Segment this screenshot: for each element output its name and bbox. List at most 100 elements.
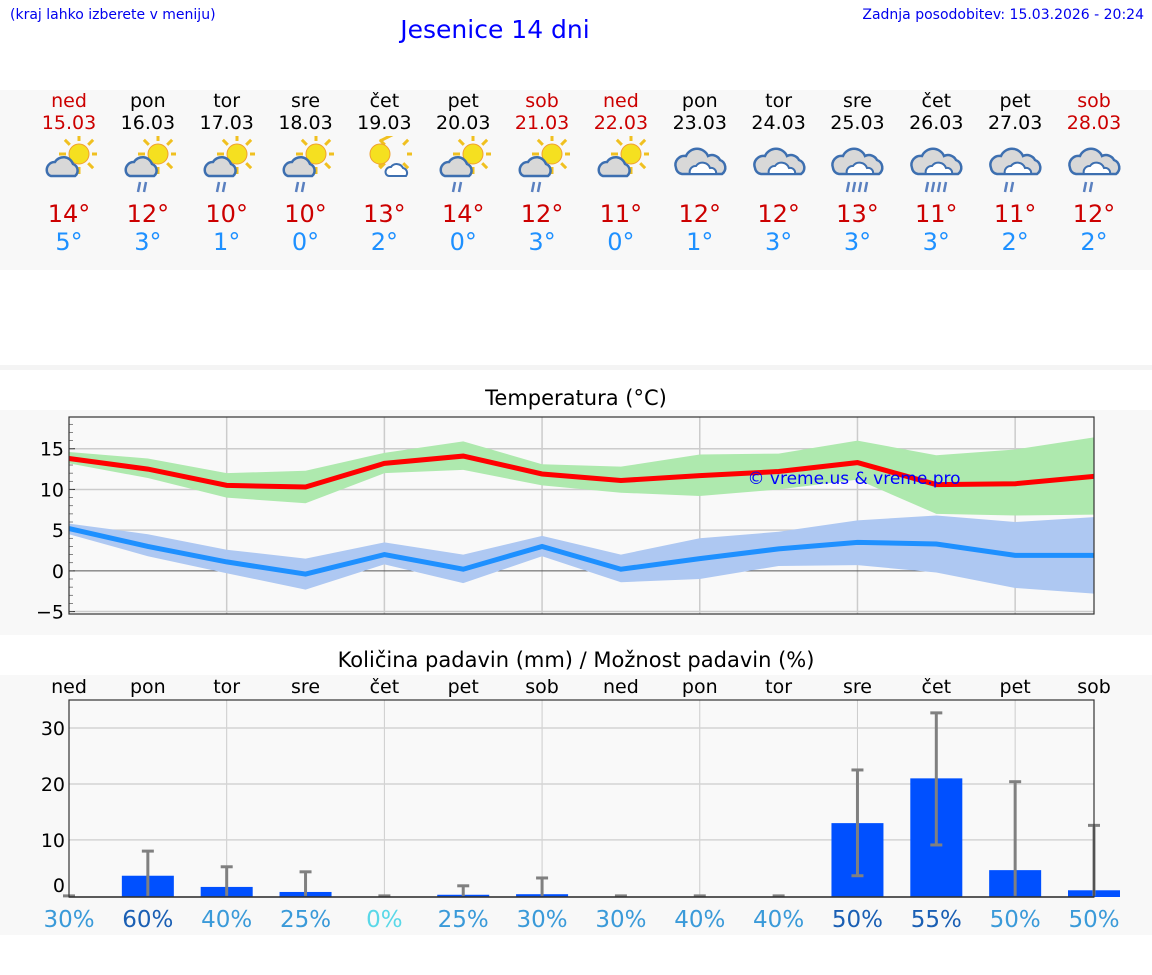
min-temp: 0° bbox=[607, 228, 635, 256]
min-temp-range-band bbox=[69, 515, 1094, 594]
max-temp: 11° bbox=[599, 200, 643, 228]
cloudy-icon bbox=[661, 134, 739, 196]
max-temp: 10° bbox=[284, 200, 327, 228]
max-temp: 11° bbox=[915, 200, 958, 228]
min-temp: 0° bbox=[291, 228, 320, 256]
forecast-day: ned 15.03 14° 5° bbox=[30, 90, 108, 256]
day-label: ned bbox=[51, 676, 87, 698]
day-label: sre bbox=[291, 676, 320, 698]
plot-frame bbox=[68, 416, 1095, 615]
min-temp: 0° bbox=[449, 228, 477, 256]
precipitation-probability: 50% bbox=[832, 907, 883, 933]
precipitation-probability: 0% bbox=[366, 907, 403, 933]
min-temp: 1° bbox=[686, 228, 714, 256]
day-name: sre bbox=[842, 90, 872, 112]
precipitation-probability: 55% bbox=[911, 907, 962, 933]
day-label: sob bbox=[525, 676, 559, 698]
precipitation-probability: 40% bbox=[201, 907, 252, 933]
day-label: pon bbox=[682, 676, 718, 698]
max-temp: 12° bbox=[126, 200, 170, 228]
y-tick-label: 30 bbox=[41, 718, 65, 740]
min-temp: 3° bbox=[843, 228, 872, 256]
forecast-day: pon 16.03 12° 3° bbox=[109, 90, 187, 256]
mostly-sunny-icon bbox=[345, 134, 423, 196]
daily-forecast: ned 15.03 14° 5° pon 16.03 12° 3° tor 17.0… bbox=[0, 90, 1152, 270]
day-name: tor bbox=[213, 90, 241, 112]
plot-area bbox=[69, 417, 1094, 614]
day-date: 22.03 bbox=[593, 112, 649, 134]
day-date: 23.03 bbox=[672, 112, 727, 134]
partly-cloudy-rain-icon bbox=[188, 134, 266, 196]
y-tick-label: 0 bbox=[52, 561, 64, 583]
day-date: 28.03 bbox=[1066, 112, 1122, 134]
max-temp: 13° bbox=[836, 200, 879, 228]
y-tick-label: −5 bbox=[36, 602, 64, 624]
y-tick-label: 10 bbox=[41, 830, 65, 852]
heavy-rain-icon bbox=[818, 134, 896, 196]
day-label: pet bbox=[1000, 676, 1031, 698]
min-temp: 3° bbox=[134, 228, 162, 256]
precipitation-probability: 40% bbox=[674, 907, 725, 933]
day-name: sob bbox=[525, 90, 559, 112]
max-temp: 12° bbox=[757, 200, 800, 228]
rain-icon bbox=[976, 134, 1054, 196]
location-hint: (kraj lahko izberete v meniju) bbox=[10, 7, 216, 23]
forecast-day: čet 19.03 13° 2° bbox=[345, 90, 423, 256]
day-date: 25.03 bbox=[830, 112, 885, 134]
forecast-day: pet 20.03 14° 0° bbox=[424, 90, 502, 256]
day-name: čet bbox=[921, 90, 952, 112]
precipitation-probability: 40% bbox=[753, 907, 804, 933]
day-date: 18.03 bbox=[278, 112, 333, 134]
forecast-day: tor 17.03 10° 1° bbox=[188, 90, 266, 256]
y-tick-label: 5 bbox=[52, 520, 64, 542]
y-tick-label: 0 bbox=[53, 875, 65, 897]
max-temp: 11° bbox=[993, 200, 1037, 228]
forecast-day: pet 27.03 11° 2° bbox=[976, 90, 1054, 256]
precipitation-probability: 50% bbox=[990, 907, 1041, 933]
partly-cloudy-rain-icon bbox=[267, 134, 345, 196]
max-temp: 12° bbox=[1072, 200, 1116, 228]
page-title: Jesenice 14 dni bbox=[400, 15, 590, 44]
min-temp: 2° bbox=[370, 228, 399, 256]
min-temp: 3° bbox=[528, 228, 556, 256]
precipitation-probability: 30% bbox=[43, 907, 94, 933]
max-temp: 14° bbox=[47, 200, 91, 228]
forecast-day: sre 25.03 13° 3° bbox=[818, 90, 896, 256]
min-temp: 5° bbox=[55, 228, 83, 256]
y-tick-label: 10 bbox=[40, 479, 64, 501]
day-name: sre bbox=[291, 90, 321, 112]
day-label: tor bbox=[213, 676, 240, 698]
day-label: pet bbox=[448, 676, 479, 698]
precipitation-probability: 30% bbox=[595, 907, 646, 933]
day-label: čet bbox=[922, 676, 952, 698]
day-label: čet bbox=[370, 676, 400, 698]
partly-cloudy-icon bbox=[582, 134, 660, 196]
day-label: pon bbox=[130, 676, 166, 698]
precipitation-probability: 25% bbox=[280, 907, 331, 933]
max-temp-line bbox=[68, 453, 1095, 490]
day-name: čet bbox=[369, 90, 400, 112]
rain-icon bbox=[1055, 134, 1133, 196]
day-name: pon bbox=[681, 90, 718, 112]
day-name: ned bbox=[51, 90, 87, 112]
precipitation-probability: 30% bbox=[517, 907, 568, 933]
cloudy-icon bbox=[740, 134, 818, 196]
partly-cloudy-rain-icon bbox=[109, 134, 187, 196]
last-updated: Zadnja posodobitev: 15.03.2026 - 20:24 bbox=[862, 7, 1144, 23]
day-date: 21.03 bbox=[514, 112, 570, 134]
precipitation-probability: 60% bbox=[122, 907, 173, 933]
partly-cloudy-icon bbox=[30, 134, 108, 196]
forecast-day: sre 18.03 10° 0° bbox=[267, 90, 345, 256]
heavy-rain-icon bbox=[897, 134, 975, 196]
y-tick-label: 20 bbox=[41, 774, 65, 796]
plot-frame bbox=[68, 699, 1095, 898]
day-date: 24.03 bbox=[751, 112, 806, 134]
day-date: 15.03 bbox=[41, 112, 97, 134]
min-temp: 1° bbox=[213, 228, 241, 256]
temperature-chart-title: Temperatura (°C) bbox=[485, 386, 667, 410]
day-label: tor bbox=[765, 676, 792, 698]
precipitation-chart-title: Količina padavin (mm) / Možnost padavin … bbox=[337, 648, 815, 672]
y-tick-label: 15 bbox=[40, 439, 64, 461]
watermark: © vreme.us & vreme.pro bbox=[747, 469, 960, 489]
